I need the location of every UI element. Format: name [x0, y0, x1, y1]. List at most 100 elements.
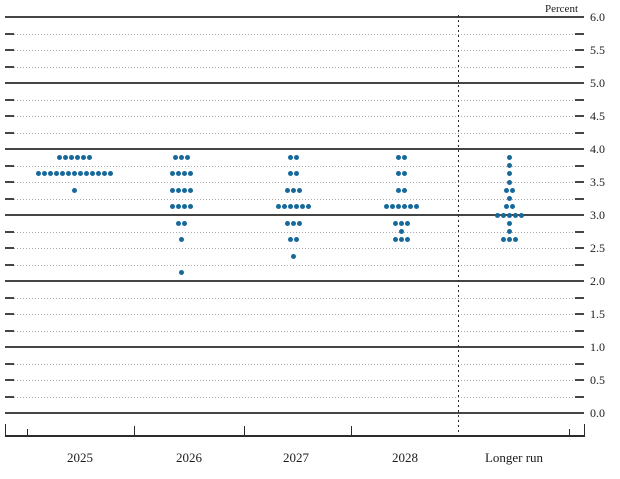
projection-dot	[41, 171, 47, 177]
projection-dot	[293, 154, 299, 160]
gridline-solid	[5, 280, 584, 282]
gridline-right-stub	[575, 395, 584, 398]
longer-run-separator	[458, 15, 459, 435]
gridline-right-stub	[575, 362, 584, 365]
gridline-right-stub	[575, 296, 584, 299]
projection-dot	[35, 171, 41, 177]
projection-dot	[181, 220, 187, 226]
projection-dot	[506, 179, 512, 185]
x-axis-category-label: 2025	[67, 450, 93, 465]
gridline-dotted	[14, 116, 575, 117]
gridline-left-stub	[5, 247, 14, 249]
gridline-dotted	[14, 248, 575, 249]
projection-dot	[287, 237, 293, 243]
projection-dot	[506, 171, 512, 177]
y-axis-tick-label: 0.5	[590, 373, 605, 387]
gridline-right-stub	[575, 65, 584, 68]
gridline-right-stub	[575, 247, 584, 249]
percent-unit-label: Percent	[545, 3, 578, 15]
x-axis-tick	[584, 424, 585, 435]
gridline-solid	[5, 148, 584, 150]
gridline-dotted	[14, 66, 575, 68]
projection-dot	[175, 220, 181, 226]
gridline-left-stub	[5, 395, 14, 398]
gridline-solid	[5, 346, 584, 348]
gridline-dotted	[14, 132, 575, 134]
projection-dot	[503, 204, 509, 210]
gridline-dotted	[14, 330, 575, 332]
gridline-right-stub	[575, 115, 584, 117]
projection-dot	[62, 154, 68, 160]
projection-dot	[392, 237, 398, 243]
projection-dot	[512, 237, 518, 243]
projection-dot	[401, 204, 407, 210]
projection-dot	[305, 204, 311, 210]
gridline-left-stub	[5, 32, 14, 35]
y-axis-tick-label: 4.5	[590, 109, 605, 123]
projection-dot	[395, 204, 401, 210]
gridline-left-stub	[5, 115, 14, 117]
projection-dot	[296, 220, 302, 226]
projection-dot	[506, 229, 512, 234]
gridline-right-stub	[575, 197, 584, 200]
projection-dot	[290, 220, 296, 226]
projection-dot	[506, 154, 512, 160]
projection-dot	[178, 237, 184, 243]
gridline-dotted	[14, 50, 575, 51]
projection-dot	[71, 187, 77, 193]
projection-dot	[172, 154, 178, 160]
projection-dot	[404, 220, 410, 226]
gridline-right-stub	[575, 49, 584, 51]
gridline-right-stub	[575, 230, 584, 233]
gridline-right-stub	[575, 98, 584, 101]
projection-dot	[506, 163, 512, 168]
projection-dot	[107, 171, 113, 177]
projection-dot	[95, 171, 101, 177]
gridline-left-stub	[5, 197, 14, 200]
projection-dot	[101, 171, 107, 177]
gridline-dotted	[14, 182, 575, 183]
gridline-left-stub	[5, 230, 14, 233]
projection-dot	[47, 171, 53, 177]
gridline-solid	[5, 82, 584, 84]
x-axis-tick	[27, 429, 28, 435]
projection-dot	[293, 204, 299, 210]
y-axis-tick-label: 1.0	[590, 340, 605, 354]
projection-dot	[275, 204, 281, 210]
gridline-dotted	[14, 396, 575, 398]
gridline-dotted	[14, 33, 575, 35]
projection-dot	[83, 171, 89, 177]
gridline-left-stub	[5, 313, 14, 315]
projection-dot	[284, 220, 290, 226]
gridline-solid	[5, 412, 584, 414]
projection-dot	[290, 253, 296, 259]
gridline-dotted	[14, 165, 575, 167]
projection-dot	[401, 187, 407, 193]
projection-dot	[494, 212, 500, 218]
projection-dot	[175, 171, 181, 177]
projection-dot	[68, 154, 74, 160]
projection-dot	[184, 154, 190, 160]
gridline-left-stub	[5, 329, 14, 332]
projection-dot	[413, 204, 419, 210]
projection-dot	[281, 204, 287, 210]
x-axis-line	[5, 435, 585, 437]
projection-dot	[169, 204, 175, 210]
projection-dot	[187, 187, 193, 193]
projection-dot	[395, 171, 401, 177]
projection-dot	[59, 171, 65, 177]
gridline-right-stub	[575, 164, 584, 167]
projection-dot	[398, 237, 404, 243]
gridline-left-stub	[5, 296, 14, 299]
gridline-dotted	[14, 264, 575, 266]
gridline-left-stub	[5, 379, 14, 381]
y-axis-tick-label: 2.0	[590, 274, 605, 288]
projection-dot	[175, 204, 181, 210]
y-axis-tick-label: 3.0	[590, 208, 605, 222]
projection-dot	[518, 212, 524, 218]
gridline-right-stub	[575, 131, 584, 134]
gridline-right-stub	[575, 329, 584, 332]
projection-dot	[56, 154, 62, 160]
projection-dot	[287, 204, 293, 210]
gridline-solid	[5, 16, 584, 18]
